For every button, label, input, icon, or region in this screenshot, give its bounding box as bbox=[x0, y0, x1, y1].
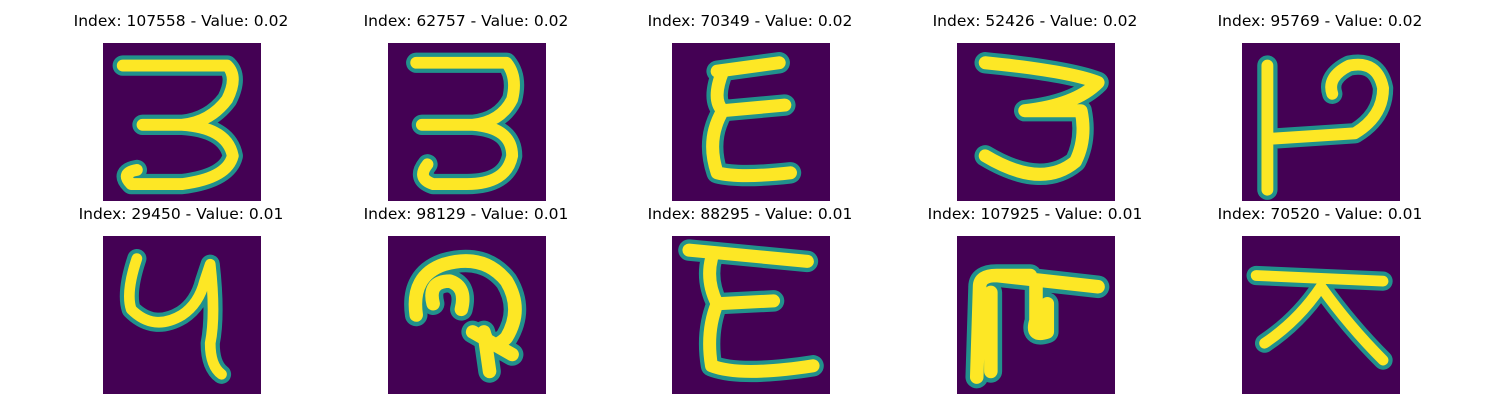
panel-4: Index: 52426 - Value: 0.02 bbox=[895, 9, 1175, 201]
digit-image bbox=[103, 43, 261, 201]
panel-7: Index: 98129 - Value: 0.01 bbox=[326, 202, 606, 394]
panel-8: Index: 88295 - Value: 0.01 bbox=[610, 202, 890, 394]
digit-image bbox=[388, 236, 546, 394]
digit-image bbox=[1242, 236, 1400, 394]
digit-image bbox=[957, 236, 1115, 394]
panel-5: Index: 95769 - Value: 0.02 bbox=[1180, 9, 1460, 201]
panel-title: Index: 29450 - Value: 0.01 bbox=[78, 205, 284, 223]
digit-image bbox=[388, 43, 546, 201]
panel-2: Index: 62757 - Value: 0.02 bbox=[326, 9, 606, 201]
panel-title: Index: 88295 - Value: 0.01 bbox=[647, 205, 853, 223]
panel-title: Index: 52426 - Value: 0.02 bbox=[932, 12, 1138, 30]
digit-image bbox=[103, 236, 261, 394]
digit-image bbox=[1242, 43, 1400, 201]
panel-title: Index: 70520 - Value: 0.01 bbox=[1217, 205, 1423, 223]
panel-title: Index: 107558 - Value: 0.02 bbox=[73, 12, 289, 30]
panel-title: Index: 70349 - Value: 0.02 bbox=[647, 12, 853, 30]
panel-3: Index: 70349 - Value: 0.02 bbox=[610, 9, 890, 201]
panel-title: Index: 98129 - Value: 0.01 bbox=[363, 205, 569, 223]
panel-title: Index: 62757 - Value: 0.02 bbox=[363, 12, 569, 30]
panel-title: Index: 107925 - Value: 0.01 bbox=[927, 205, 1143, 223]
panel-9: Index: 107925 - Value: 0.01 bbox=[895, 202, 1175, 394]
panel-10: Index: 70520 - Value: 0.01 bbox=[1180, 202, 1460, 394]
panel-6: Index: 29450 - Value: 0.01 bbox=[41, 202, 321, 394]
digit-image bbox=[672, 43, 830, 201]
panel-1: Index: 107558 - Value: 0.02 bbox=[41, 9, 321, 201]
digit-image bbox=[672, 236, 830, 394]
panel-title: Index: 95769 - Value: 0.02 bbox=[1217, 12, 1423, 30]
digit-image bbox=[957, 43, 1115, 201]
